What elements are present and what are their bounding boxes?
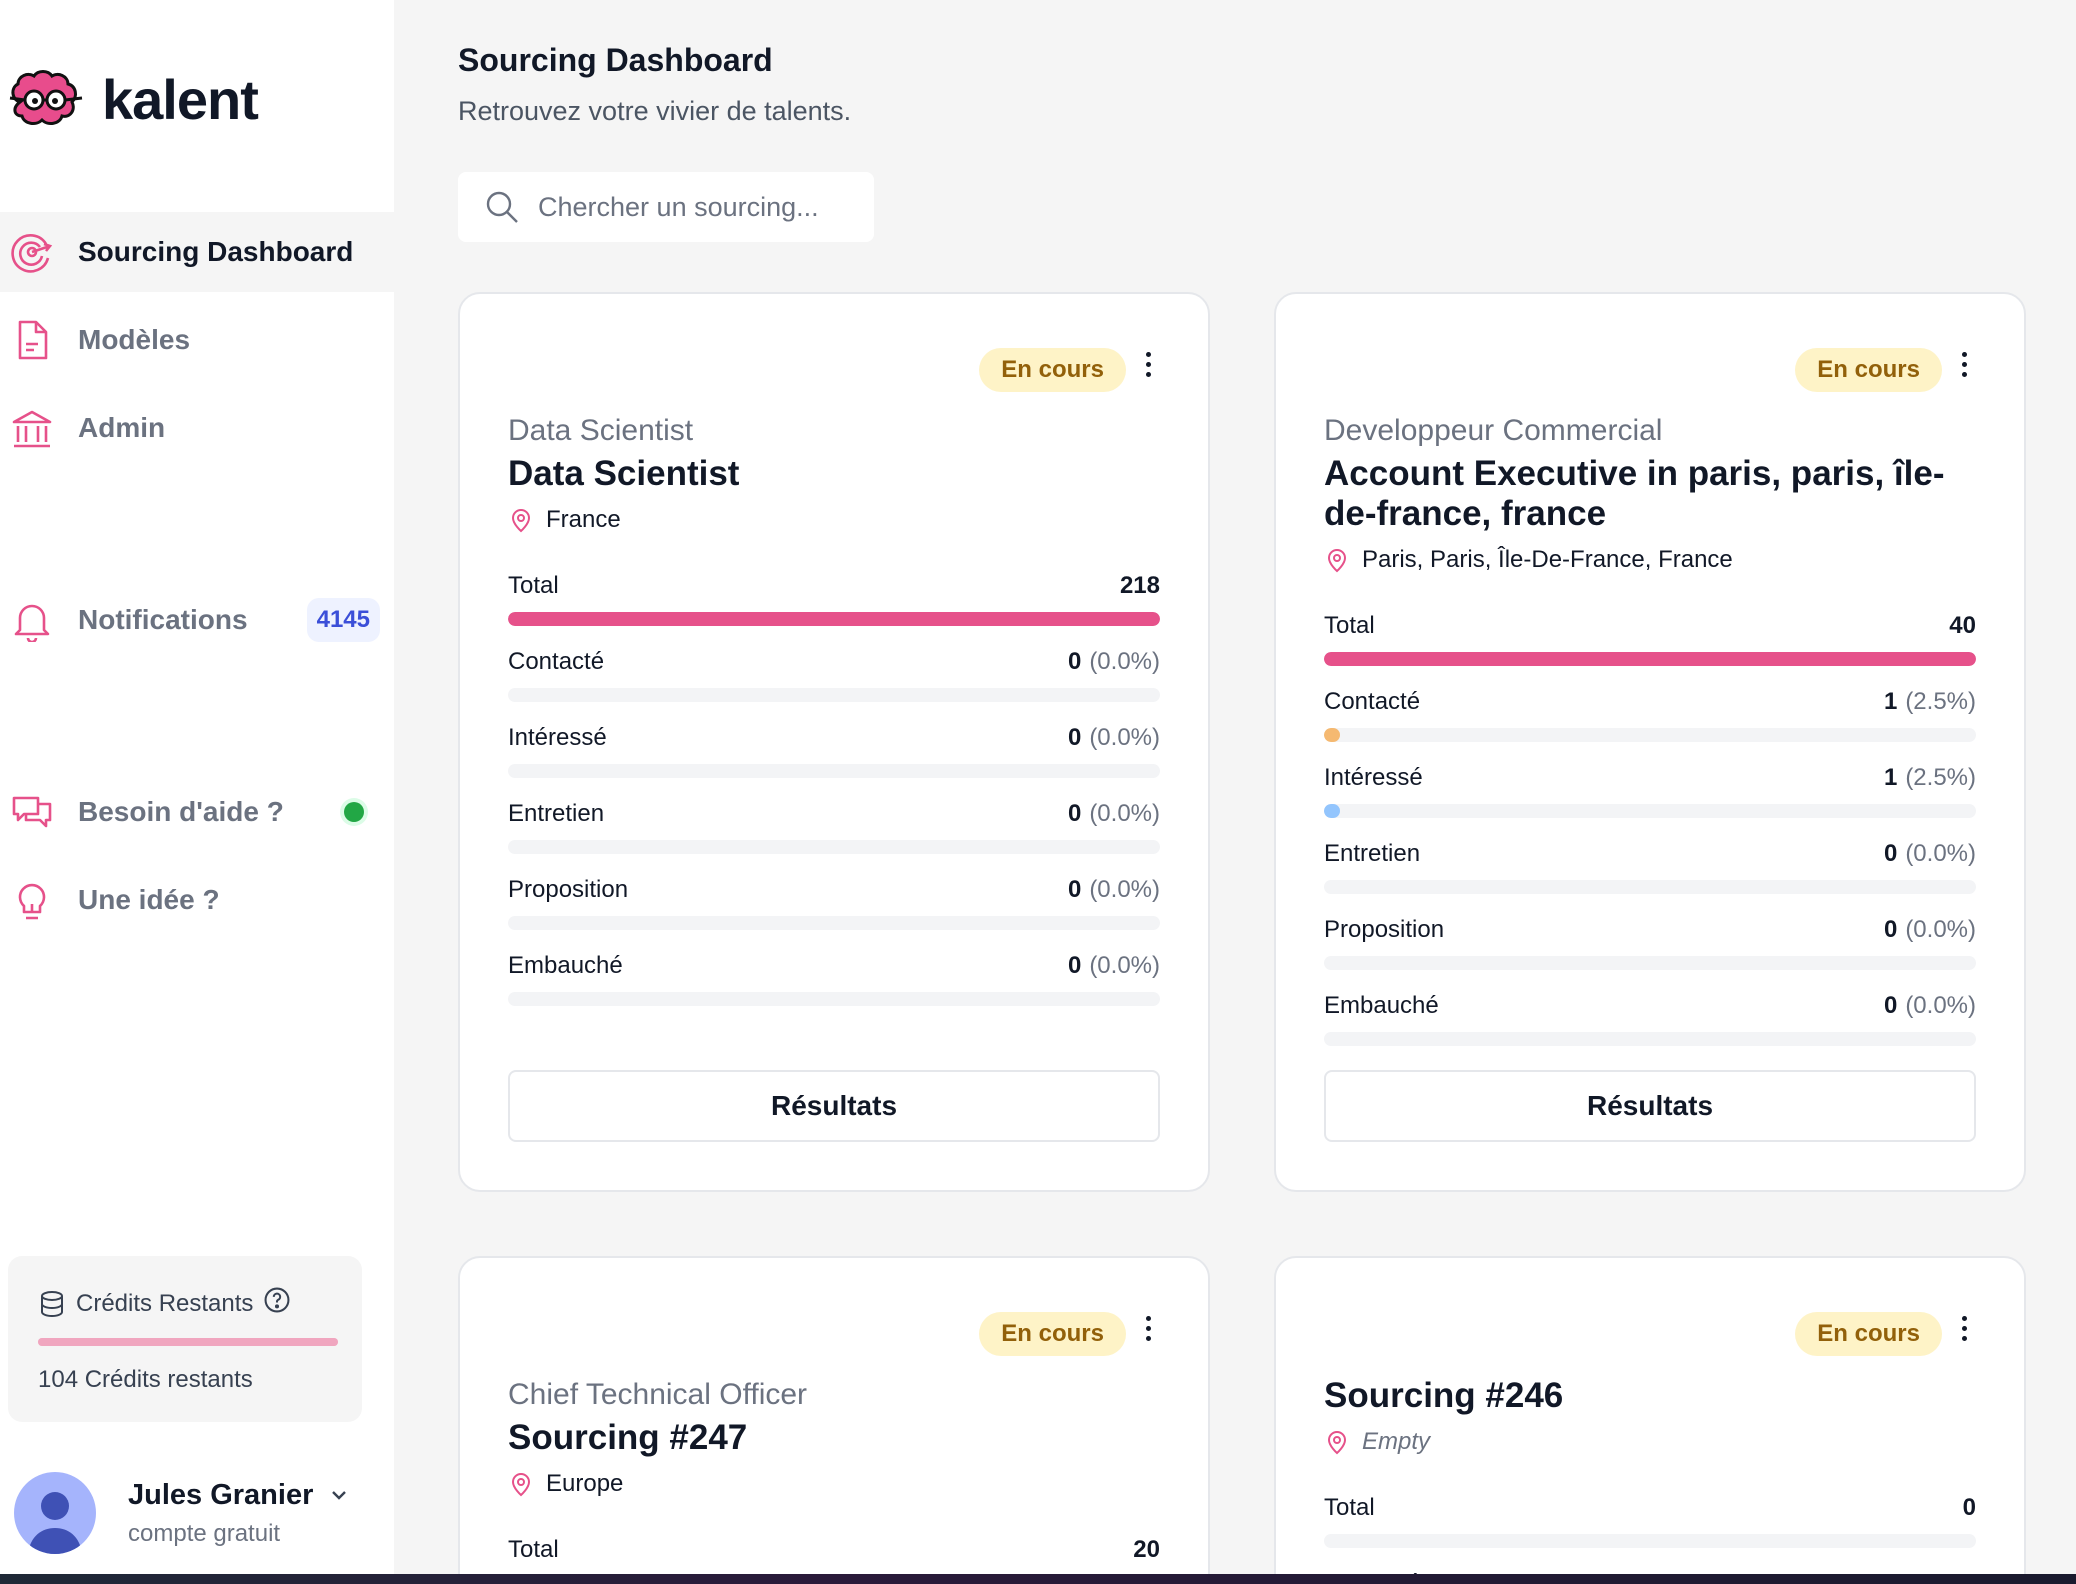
sourcing-card: En cours Chief Technical Officer Sourcin… bbox=[458, 1256, 1210, 1584]
target-icon bbox=[10, 230, 54, 274]
results-button[interactable]: Résultats bbox=[508, 1070, 1160, 1142]
status-badge: En cours bbox=[979, 348, 1126, 392]
location-pin-icon bbox=[1327, 1431, 1347, 1455]
more-options-icon[interactable] bbox=[1958, 352, 1970, 382]
credits-progress-bar bbox=[38, 1338, 338, 1346]
stat-row: Embauché 0 (0.0%) bbox=[508, 952, 1160, 1006]
status-badge: En cours bbox=[1795, 1312, 1942, 1356]
credits-progress-fill bbox=[38, 1338, 338, 1346]
card-title: Account Executive in paris, paris, île-d… bbox=[1324, 453, 1945, 533]
sidebar-item-label: Sourcing Dashboard bbox=[78, 236, 354, 267]
sidebar-item-label: Une idée ? bbox=[78, 884, 220, 915]
notifications-count-badge: 4145 bbox=[306, 598, 380, 642]
search-icon bbox=[486, 191, 518, 223]
sidebar-item-label: Admin bbox=[78, 412, 166, 443]
chat-icon bbox=[10, 790, 54, 834]
stat-row: Proposition 0 (0.0%) bbox=[1324, 916, 1976, 970]
page-title: Sourcing Dashboard bbox=[458, 42, 773, 78]
stat-row: Embauché 0 (0.0%) bbox=[1324, 992, 1976, 1046]
stat-row: Intéressé 0 (0.0%) bbox=[508, 724, 1160, 778]
chevron-down-icon[interactable] bbox=[327, 1483, 351, 1507]
credits-panel: Crédits Restants 104 Crédits restants bbox=[8, 1256, 362, 1422]
card-location: France bbox=[508, 506, 1160, 534]
more-options-icon[interactable] bbox=[1142, 1316, 1154, 1346]
sidebar-item-idea[interactable]: Une idée ? bbox=[0, 860, 394, 940]
sidebar-item-label: Modèles bbox=[78, 324, 191, 355]
lightbulb-icon bbox=[10, 878, 54, 922]
stat-row: Proposition 0 (0.0%) bbox=[508, 876, 1160, 930]
stat-total: Total 0 bbox=[1324, 1494, 1976, 1549]
stat-bar-fill bbox=[1324, 804, 1341, 818]
help-circle-icon[interactable] bbox=[263, 1286, 291, 1314]
search-box bbox=[458, 172, 874, 242]
user-name: Jules Granier bbox=[128, 1478, 314, 1511]
more-options-icon[interactable] bbox=[1142, 352, 1154, 382]
sidebar: kalent Sourcing Dashboard Modèles Admin bbox=[0, 0, 394, 1584]
bank-icon bbox=[10, 406, 54, 450]
sidebar-item-label: Notifications bbox=[78, 604, 248, 635]
sourcing-card: En cours Data Scientist Data Scientist F… bbox=[458, 292, 1210, 1192]
location-pin-icon bbox=[511, 1472, 531, 1497]
stat-row: Contacté 0 (0.0%) bbox=[508, 648, 1160, 702]
bell-icon bbox=[10, 598, 54, 642]
stat-total: Total 218 bbox=[508, 572, 1160, 626]
total-bar-fill bbox=[1324, 652, 1976, 666]
credits-title: Crédits Restants bbox=[76, 1290, 254, 1317]
sidebar-item-label: Besoin d'aide ? bbox=[78, 796, 284, 827]
credits-remaining: 104 Crédits restants bbox=[38, 1366, 253, 1393]
stat-bar-fill bbox=[1324, 728, 1341, 742]
online-status-dot bbox=[344, 802, 364, 822]
card-category: Data Scientist bbox=[508, 414, 694, 447]
location-pin-icon bbox=[511, 508, 531, 533]
card-title: Sourcing #247 bbox=[508, 1417, 748, 1457]
results-button[interactable]: Résultats bbox=[1324, 1070, 1976, 1142]
card-title: Data Scientist bbox=[508, 453, 740, 493]
status-badge: En cours bbox=[1795, 348, 1942, 392]
card-category: Chief Technical Officer bbox=[508, 1378, 808, 1411]
sidebar-item-admin[interactable]: Admin bbox=[0, 388, 394, 468]
stat-row: Intéressé 1 (2.5%) bbox=[1324, 764, 1976, 818]
database-icon bbox=[41, 1291, 63, 1318]
brain-logo-icon bbox=[9, 70, 83, 125]
card-location: Empty bbox=[1324, 1428, 1976, 1456]
page-subtitle: Retrouvez votre vivier de talents. bbox=[458, 96, 852, 126]
card-title: Sourcing #246 bbox=[1324, 1376, 1564, 1415]
card-location: Europe bbox=[508, 1470, 1160, 1498]
user-avatar-icon bbox=[28, 1492, 82, 1554]
total-bar-fill bbox=[508, 611, 1160, 626]
sidebar-item-notifications[interactable]: Notifications 4145 bbox=[0, 580, 394, 660]
card-category: Developpeur Commercial bbox=[1324, 414, 1663, 447]
stat-total: Total 40 bbox=[1324, 612, 1976, 666]
user-plan: compte gratuit bbox=[128, 1519, 281, 1547]
sidebar-item-help[interactable]: Besoin d'aide ? bbox=[0, 772, 394, 852]
sidebar-item-modeles[interactable]: Modèles bbox=[0, 300, 394, 380]
avatar bbox=[14, 1472, 96, 1554]
brand-logo[interactable]: kalent bbox=[6, 64, 259, 136]
more-options-icon[interactable] bbox=[1958, 1316, 1970, 1346]
user-menu[interactable]: Jules Granier compte gratuit bbox=[14, 1472, 384, 1554]
sidebar-item-sourcing-dashboard[interactable]: Sourcing Dashboard bbox=[0, 212, 394, 292]
stat-row: Entretien 0 (0.0%) bbox=[508, 800, 1160, 854]
sourcing-card: En cours Developpeur Commercial Account … bbox=[1274, 292, 2026, 1192]
taskbar-edge bbox=[0, 1574, 2076, 1584]
brand-name: kalent bbox=[102, 68, 259, 131]
location-pin-icon bbox=[1327, 549, 1347, 573]
card-location: Paris, Paris, Île-De-France, France bbox=[1324, 546, 1976, 574]
status-badge: En cours bbox=[979, 1312, 1126, 1356]
stat-row: Entretien 0 (0.0%) bbox=[1324, 840, 1976, 894]
document-icon bbox=[10, 318, 54, 362]
stat-row: Contacté 1 (2.5%) bbox=[1324, 688, 1976, 742]
search-input[interactable] bbox=[538, 191, 858, 223]
